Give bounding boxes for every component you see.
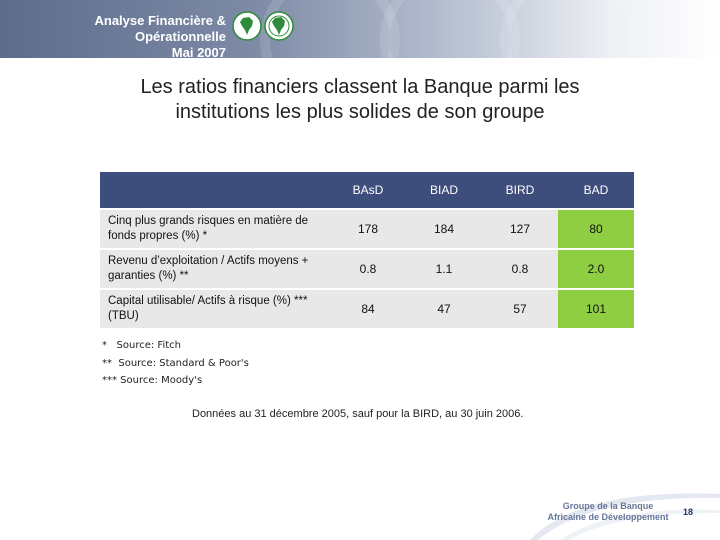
cell-value: 84 — [330, 290, 406, 328]
cell-value: 127 — [482, 210, 558, 248]
cell-value: 184 — [406, 210, 482, 248]
col-header-bird: BIRD — [482, 172, 558, 208]
table-header-row: BAsD BIAD BIRD BAD — [100, 172, 634, 208]
watermark-circle — [380, 0, 520, 58]
col-header-biad: BIAD — [406, 172, 482, 208]
cell-value-highlight: 2.0 — [558, 250, 634, 288]
header-title-line1: Analyse Financière & Opérationnelle — [94, 13, 227, 44]
watermark-circle — [500, 0, 640, 58]
table-row: Revenu d’exploitation / Actifs moyens + … — [100, 250, 634, 288]
cell-value-highlight: 80 — [558, 210, 634, 248]
row-label: Capital utilisable/ Actifs à risque (%) … — [100, 290, 330, 328]
header-title: Analyse Financière & Opérationnelle Mai … — [22, 13, 227, 58]
header-title-line2: Mai 2007 — [171, 45, 226, 58]
header-band: Analyse Financière & Opérationnelle Mai … — [0, 0, 720, 58]
afdb-logo-icon — [232, 11, 262, 41]
row-label: Cinq plus grands risques en matière de f… — [100, 210, 330, 248]
cell-value-highlight: 101 — [558, 290, 634, 328]
slide-title: Les ratios financiers classent la Banque… — [60, 75, 660, 125]
cell-value: 47 — [406, 290, 482, 328]
page-number: 18 — [683, 507, 694, 517]
org-name: Groupe de la Banque Africaine de Dévelop… — [545, 501, 671, 523]
col-header-basd: BAsD — [330, 172, 406, 208]
header-blank-cell — [100, 172, 330, 208]
slide-title-line2: institutions les plus solides de son gro… — [175, 101, 545, 123]
footnote: ** Source: Standard & Poor's — [102, 357, 249, 369]
row-label: Revenu d’exploitation / Actifs moyens + … — [100, 250, 330, 288]
org-name-line1: Groupe de la Banque — [562, 501, 654, 511]
cell-value: 0.8 — [482, 250, 558, 288]
cell-value: 0.8 — [330, 250, 406, 288]
table-row: Cinq plus grands risques en matière de f… — [100, 210, 634, 248]
table-row: Capital utilisable/ Actifs à risque (%) … — [100, 290, 634, 328]
footnote: *** Source: Moody's — [102, 375, 203, 386]
date-note: Données au 31 décembre 2005, sauf pour l… — [192, 408, 524, 420]
cell-value: 57 — [482, 290, 558, 328]
footnote: * Source: Fitch — [102, 340, 181, 351]
ratios-table: BAsD BIAD BIRD BAD Cinq plus grands risq… — [100, 172, 634, 328]
cell-value: 1.1 — [406, 250, 482, 288]
footnotes: * Source: Fitch ** Source: Standard & Po… — [102, 337, 249, 390]
org-name-line2: Africaine de Développement — [547, 512, 669, 522]
afdb-fund-logo-icon — [264, 11, 294, 41]
col-header-bad: BAD — [558, 172, 634, 208]
slide-title-line1: Les ratios financiers classent la Banque… — [140, 76, 580, 98]
footer-swoosh-decoration — [530, 493, 720, 540]
cell-value: 178 — [330, 210, 406, 248]
